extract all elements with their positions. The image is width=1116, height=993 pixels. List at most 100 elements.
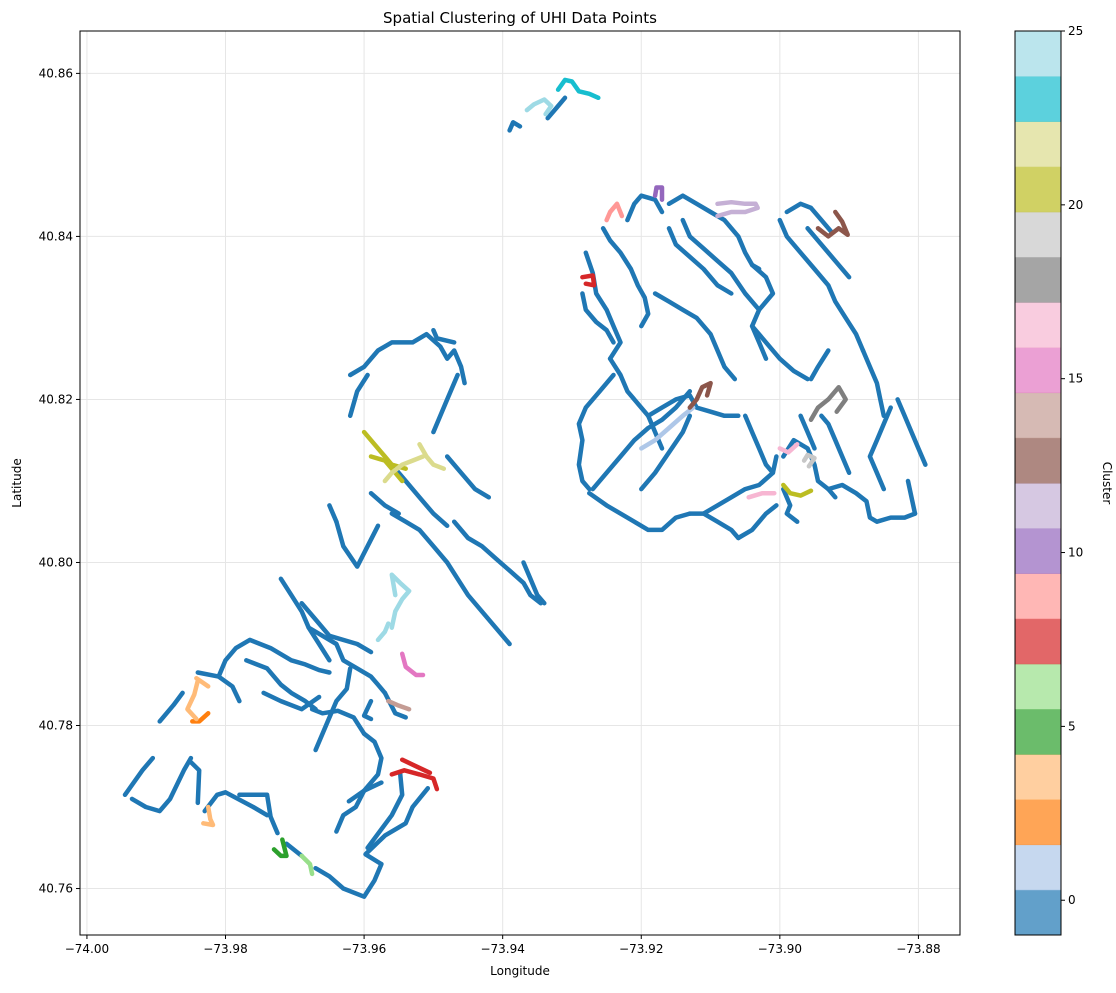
colorbar-band-2 (1015, 799, 1061, 846)
x-tick-label-5: −73.90 (758, 942, 802, 956)
data-layer (122, 77, 928, 899)
cluster--1-points-5 (237, 792, 280, 836)
cluster-18-series (375, 97, 554, 643)
cluster-9-points-0 (687, 380, 713, 410)
cluster-2-series (185, 675, 216, 828)
cluster-16-points-0 (382, 454, 426, 484)
cluster--1-points-33 (521, 560, 547, 606)
y-tick-label-3: 40.82 (39, 392, 73, 406)
cluster--1-points-24 (389, 511, 512, 647)
chart-title: Spatial Clustering of UHI Data Points (383, 9, 657, 27)
x-tick-label-6: −73.88 (896, 942, 940, 956)
cluster-5-points-1 (399, 757, 433, 776)
cluster--1-points-65 (905, 478, 918, 516)
cluster-2-points-1 (194, 675, 211, 689)
cluster--1-points-8 (365, 770, 405, 851)
colorbar-band-1 (1015, 844, 1061, 891)
cluster-7-series (652, 185, 665, 202)
colorbar-band-4 (1015, 709, 1061, 755)
cluster--1-points-49 (607, 356, 665, 451)
colorbar-tick-label-2: 10 (1068, 546, 1083, 560)
cluster-5-points-0 (389, 768, 440, 792)
cluster--1-points-16 (244, 658, 318, 712)
cluster-2-points-2 (201, 804, 216, 828)
cluster-12-series (746, 442, 800, 500)
colorbar-band-11 (1015, 392, 1061, 439)
cluster--1-points-20 (306, 625, 388, 696)
cluster--1-points-39 (625, 193, 665, 223)
cluster--1-points-18 (299, 600, 374, 655)
cluster-1-points-0 (190, 711, 211, 724)
plot-frame (79, 30, 961, 936)
cluster-1-series (190, 711, 211, 724)
cluster-14-series (801, 452, 817, 469)
cluster-8-series (715, 199, 760, 219)
y-tick-label-1: 40.78 (39, 719, 73, 733)
colorbar-tick-label-4: 20 (1068, 198, 1083, 212)
cluster--1-points-50 (576, 372, 616, 492)
cluster--1-points-48 (749, 323, 810, 382)
cluster--1-points-64 (895, 397, 928, 467)
cluster-4-series (299, 853, 315, 877)
cluster--1-points-25 (451, 519, 544, 606)
cluster-17-series (555, 77, 601, 101)
cluster-8-points-0 (715, 199, 760, 219)
cluster-10-series (386, 698, 412, 712)
cluster--1-points-37 (583, 250, 623, 361)
cluster-7-points-0 (652, 185, 665, 202)
cluster-3-series (271, 837, 289, 859)
cluster--1-points-19 (278, 576, 332, 663)
cluster-12-points-1 (746, 490, 777, 500)
colorbar-band-12 (1015, 347, 1061, 394)
x-tick-label-0: −74.00 (65, 942, 109, 956)
cluster-17-points-0 (555, 77, 601, 101)
cluster--1-points-36 (600, 226, 651, 329)
cluster--1-points-38 (580, 291, 616, 345)
colorbar-frame (1014, 30, 1062, 936)
cluster--1-series (122, 95, 928, 899)
x-axis: −74.00 −73.98 −73.96 −73.94 −73.92 −73.90 −73.… (65, 935, 941, 956)
cluster-6-points-0 (604, 201, 625, 223)
cluster--1-points-55 (687, 511, 741, 541)
cluster-6-series (604, 201, 625, 223)
colorbar-band-5 (1015, 663, 1061, 710)
colorbar-band-9 (1015, 483, 1061, 529)
colorbar-band-6 (1015, 618, 1061, 665)
colorbar-band-3 (1015, 754, 1061, 800)
cluster--1-points-57 (736, 503, 779, 541)
cluster--1-points-15 (195, 670, 242, 704)
cluster--1-points-66 (819, 413, 852, 476)
cluster--1-points-45 (652, 291, 738, 382)
cluster--1-points-10 (309, 706, 367, 736)
cluster--1-points-4 (202, 790, 270, 818)
colorbar-label: Cluster (1100, 462, 1114, 505)
cluster--1-points-0 (122, 755, 156, 798)
cluster--1-points-51 (587, 490, 693, 533)
cluster-2-points-0 (185, 678, 201, 722)
cluster--1-points-42 (680, 217, 762, 313)
cluster--1-points-53 (639, 413, 693, 492)
y-tick-label-4: 40.84 (39, 229, 73, 243)
cluster-13-points-0 (808, 384, 848, 423)
cluster-18-points-1 (389, 572, 412, 630)
cluster--1-points-1 (129, 755, 194, 814)
cluster-14-points-0 (801, 452, 817, 469)
cluster--1-points-43 (777, 217, 866, 353)
cluster--1-points-28 (347, 372, 370, 419)
cluster-0-series (639, 405, 696, 451)
colorbar-band-16 (1015, 166, 1061, 213)
cluster-0-points-0 (639, 405, 696, 451)
cluster--1-points-13 (361, 698, 374, 722)
cluster--1-points-62 (860, 348, 887, 419)
colorbar-band-19 (1015, 31, 1061, 77)
y-axis-label: Latitude (10, 458, 24, 507)
cluster--1-points-47 (805, 226, 852, 280)
colorbar-band-14 (1015, 257, 1061, 303)
colorbar (1014, 30, 1062, 936)
cluster-15-points-1 (368, 454, 405, 484)
cluster--1-points-44 (666, 226, 734, 296)
cluster-16-points-1 (417, 442, 447, 471)
cluster-15-points-2 (781, 482, 814, 498)
cluster-11-points-0 (399, 651, 426, 678)
